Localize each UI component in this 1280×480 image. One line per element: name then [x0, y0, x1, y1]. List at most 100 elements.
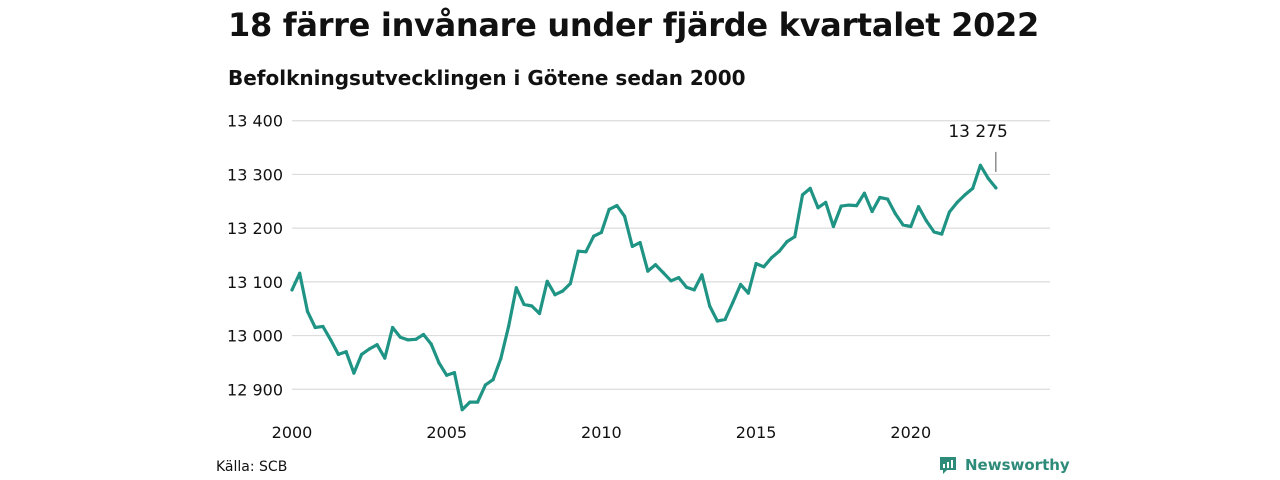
data-point	[561, 289, 565, 293]
data-point	[584, 250, 588, 254]
data-point	[476, 400, 480, 404]
newsworthy-logo-icon	[940, 457, 956, 474]
y-tick-label: 13 300	[227, 165, 283, 184]
data-point	[530, 304, 534, 308]
data-point	[421, 332, 426, 337]
data-point	[862, 191, 866, 195]
data-point	[684, 285, 689, 289]
data-point	[777, 249, 781, 253]
data-point	[553, 293, 557, 297]
data-point	[955, 200, 959, 204]
data-point	[491, 377, 495, 382]
data-point	[986, 176, 990, 180]
data-point	[592, 234, 596, 238]
data-point	[622, 214, 627, 218]
data-point	[793, 235, 797, 239]
data-point	[599, 230, 603, 235]
data-point	[878, 195, 882, 200]
data-point	[746, 291, 750, 295]
data-point	[506, 324, 511, 329]
data-point	[468, 400, 472, 404]
data-point	[739, 282, 743, 287]
y-tick-label: 13 200	[227, 219, 283, 238]
data-point	[708, 304, 712, 308]
data-point	[352, 371, 356, 375]
data-point	[661, 271, 665, 275]
x-tick-label: 2015	[736, 423, 777, 442]
data-point	[855, 203, 859, 208]
data-point	[839, 204, 843, 208]
data-point	[298, 271, 302, 275]
data-point	[344, 350, 348, 354]
data-point	[932, 230, 936, 234]
data-point	[677, 275, 681, 280]
data-point	[576, 249, 580, 253]
y-tick-label: 13 000	[227, 327, 283, 346]
data-point	[452, 371, 457, 375]
data-point	[824, 200, 828, 204]
data-point	[870, 209, 874, 214]
data-point	[847, 203, 851, 207]
x-tick-label: 2010	[581, 423, 622, 442]
series-layer	[290, 163, 998, 412]
data-point	[971, 186, 975, 191]
data-point	[630, 244, 634, 249]
data-point	[445, 373, 449, 377]
data-point	[375, 343, 379, 347]
data-point	[808, 186, 812, 191]
annotation-label: 13 275	[948, 122, 1007, 142]
data-point	[290, 288, 294, 292]
data-point	[785, 239, 789, 244]
data-point	[499, 357, 503, 361]
data-point	[336, 352, 341, 356]
data-point	[545, 279, 549, 283]
data-point	[313, 325, 317, 330]
data-point	[367, 347, 371, 351]
data-point	[329, 338, 333, 342]
data-point	[607, 207, 611, 211]
data-point	[537, 311, 542, 316]
data-point	[924, 219, 928, 223]
brand-name: Newsworthy	[965, 456, 1070, 474]
y-tick-label: 13 400	[227, 112, 283, 131]
data-point	[429, 342, 433, 346]
x-tick-label: 2020	[890, 423, 931, 442]
data-point	[816, 206, 820, 210]
data-point	[360, 352, 364, 356]
data-point	[731, 300, 735, 304]
y-tick-label: 12 900	[227, 380, 283, 399]
data-point	[762, 265, 766, 269]
data-point	[383, 356, 387, 360]
data-point	[398, 335, 402, 339]
annotation: 13 275	[948, 122, 1008, 172]
source-note: Källa: SCB	[216, 459, 288, 475]
data-point	[390, 325, 395, 330]
data-point	[901, 223, 905, 227]
data-point	[522, 302, 526, 307]
data-point	[947, 210, 952, 214]
data-point	[460, 408, 464, 412]
data-point	[437, 361, 441, 365]
data-point	[615, 203, 619, 208]
data-point	[769, 256, 774, 260]
data-point	[893, 212, 897, 216]
data-point	[963, 193, 967, 197]
x-tick-label: 2000	[272, 423, 313, 442]
data-point	[994, 186, 998, 190]
data-point	[831, 224, 836, 229]
series-line	[290, 163, 998, 412]
data-point	[692, 288, 696, 292]
data-point	[653, 263, 658, 267]
data-point	[568, 281, 573, 286]
chart-title: 18 färre invånare under fjärde kvartalet…	[228, 6, 1039, 44]
data-point	[940, 232, 944, 236]
data-point	[800, 193, 805, 197]
line-chart: 12 900 13 000 13 100 13 200 13 300 13 400 200…	[227, 112, 1050, 442]
data-point	[723, 317, 727, 322]
x-axis-labels: 2000 2005 2010 2015 2020	[272, 423, 931, 442]
data-point	[700, 273, 704, 277]
data-point	[754, 261, 758, 266]
data-point	[715, 319, 720, 323]
gridlines	[292, 120, 1050, 390]
brand-logo: Newsworthy	[938, 455, 1070, 475]
